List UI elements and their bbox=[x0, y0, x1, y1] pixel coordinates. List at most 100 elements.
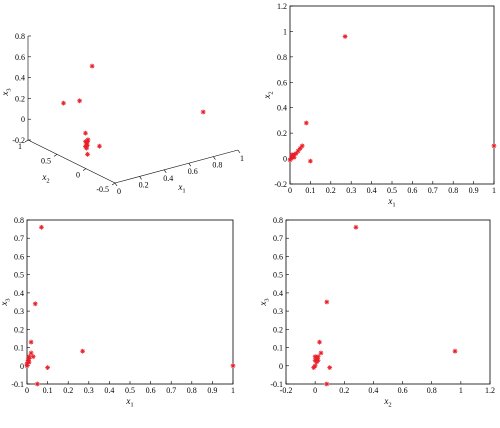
x3-tick-label: 0.2 bbox=[15, 94, 25, 103]
plot-frame bbox=[285, 219, 491, 385]
data-point bbox=[77, 98, 82, 104]
x-tick-label: 1 bbox=[459, 386, 463, 395]
y-axis-label: x3 bbox=[258, 298, 271, 306]
x-tick-label: 0.7 bbox=[428, 186, 438, 195]
x-tick-label: 0.8 bbox=[187, 386, 197, 395]
y-tick-label: 0.6 bbox=[273, 252, 283, 261]
y-tick-label: 0.2 bbox=[277, 129, 287, 138]
y-tick-label: 0 bbox=[283, 155, 287, 164]
x2-tick-label: 0 bbox=[76, 171, 80, 180]
x3-tick-label: 0 bbox=[21, 115, 25, 124]
data-point bbox=[452, 348, 458, 354]
data-point bbox=[24, 363, 30, 369]
x-axis-label: x2 bbox=[383, 396, 391, 409]
x2-tick bbox=[53, 154, 58, 157]
data-point bbox=[318, 350, 324, 356]
x-tick-label: 1 bbox=[231, 386, 235, 395]
data-point bbox=[342, 34, 348, 39]
y-tick-label: 0.2 bbox=[273, 325, 283, 334]
data-point bbox=[84, 145, 89, 151]
x-tick-label: 0.8 bbox=[448, 186, 458, 195]
x-tick-label: 0.9 bbox=[207, 386, 217, 395]
y-tick-label: -0.2 bbox=[274, 180, 287, 189]
data-point bbox=[80, 348, 86, 354]
x1-tick bbox=[139, 176, 142, 180]
y-tick-label: 0.4 bbox=[14, 289, 24, 298]
x-tick-label: 0.2 bbox=[326, 186, 336, 195]
x1-tick-label: 0.6 bbox=[188, 167, 198, 176]
x-tick-label: 1.2 bbox=[485, 386, 495, 395]
y-tick-label: 0.7 bbox=[273, 234, 283, 243]
x2-axis-line bbox=[27, 139, 116, 184]
y-axis-label: x3 bbox=[0, 298, 12, 306]
data-point bbox=[85, 151, 90, 157]
x2-axis-label: x2 bbox=[41, 172, 49, 185]
x3-tick-label: 0.6 bbox=[15, 53, 25, 62]
data-point bbox=[85, 139, 90, 145]
x1-tick bbox=[213, 156, 216, 160]
y-tick-label: 0.3 bbox=[273, 307, 283, 316]
x-tick-label: 0.6 bbox=[146, 386, 156, 395]
x-tick-label: 0 bbox=[288, 186, 292, 195]
x2-tick-label: 0.5 bbox=[41, 156, 51, 165]
y-tick-label: 1.2 bbox=[277, 2, 287, 11]
data-point bbox=[315, 357, 321, 363]
y-tick-label: 0.6 bbox=[277, 78, 287, 87]
data-point bbox=[295, 148, 301, 154]
y-tick-label: 0.4 bbox=[273, 289, 283, 298]
y-tick-label: 0.4 bbox=[277, 104, 287, 113]
x2-tick bbox=[24, 139, 29, 143]
data-point bbox=[28, 339, 34, 345]
y-tick-label: 0.7 bbox=[14, 234, 24, 243]
y-tick-label: 1 bbox=[283, 27, 287, 36]
y-axis-label: x2 bbox=[262, 91, 275, 99]
x-tick-label: 0.4 bbox=[367, 186, 377, 195]
data-point bbox=[311, 365, 317, 370]
x1-axis-label: x1 bbox=[177, 182, 185, 195]
x-tick-label: 0.2 bbox=[63, 386, 73, 395]
x-tick-label: 0.8 bbox=[427, 386, 437, 395]
x1-tick bbox=[188, 163, 192, 167]
y-tick-label: 0 bbox=[279, 362, 283, 371]
x2-tick-label: -0.5 bbox=[96, 185, 109, 194]
x1-tick bbox=[163, 169, 167, 173]
y-tick-label: -0.1 bbox=[270, 380, 283, 389]
data-point bbox=[230, 363, 236, 369]
data-point bbox=[45, 365, 50, 370]
x-axis-label: x1 bbox=[387, 196, 395, 209]
x3-tick-label: 0.4 bbox=[15, 74, 25, 83]
x-tick-label: 0.5 bbox=[125, 386, 135, 395]
x-tick-label: 0.9 bbox=[469, 186, 479, 195]
y-tick-label: 0.3 bbox=[14, 307, 24, 316]
data-point bbox=[491, 143, 497, 149]
x-tick-label: 1 bbox=[492, 186, 496, 195]
x-tick-label: 0.7 bbox=[166, 386, 176, 395]
x1-tick-label: 1 bbox=[240, 154, 244, 163]
data-point bbox=[32, 301, 38, 307]
y-tick-label: 0.6 bbox=[14, 252, 24, 261]
data-point bbox=[34, 381, 40, 387]
x1-tick-label: 0.4 bbox=[163, 174, 173, 183]
x-tick-label: 0.4 bbox=[368, 386, 378, 395]
y-tick-label: 0.1 bbox=[273, 344, 283, 353]
x1-tick-label: 0.8 bbox=[212, 161, 222, 170]
data-point bbox=[353, 224, 359, 230]
x1-axis-line bbox=[114, 149, 239, 184]
data-point bbox=[312, 354, 318, 360]
x-tick-label: 0.3 bbox=[84, 386, 94, 395]
x1-tick bbox=[114, 182, 118, 187]
data-point bbox=[39, 224, 44, 230]
data-point bbox=[200, 109, 206, 115]
data-point bbox=[89, 63, 95, 69]
panel-x1-x3-scatter: 0 0.1 0.2 0.3 0.4 0.5 0.6 0.7 0.8 0.9 1-0.100.10.2… bbox=[0, 216, 236, 409]
data-point bbox=[28, 350, 34, 356]
x-tick-label: 0.3 bbox=[346, 186, 356, 195]
x-tick-label: 0.5 bbox=[387, 186, 397, 195]
data-point bbox=[61, 100, 66, 106]
x1-tick bbox=[237, 149, 241, 154]
y-tick-label: 0.8 bbox=[277, 53, 287, 62]
y-tick-label: 0.8 bbox=[14, 216, 24, 225]
x2-tick bbox=[82, 168, 87, 171]
y-tick-label: 0.5 bbox=[14, 271, 24, 280]
x-tick-label: -0.2 bbox=[280, 386, 293, 395]
